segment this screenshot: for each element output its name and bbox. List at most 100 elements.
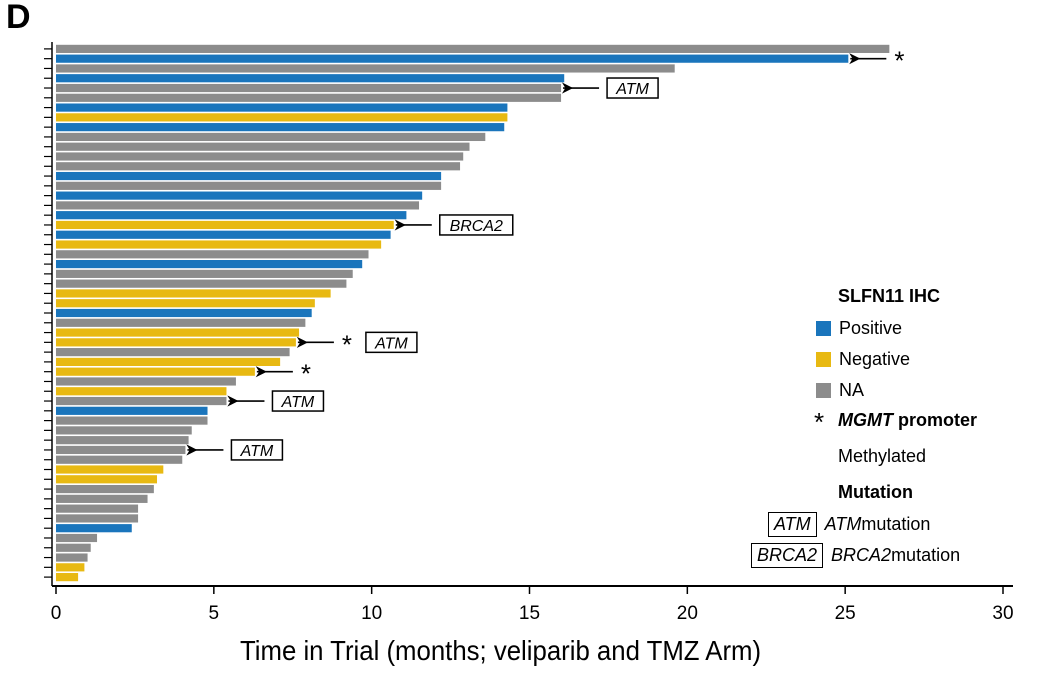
bar-21 — [56, 240, 382, 249]
legend-item-brca2: BRCA2 BRCA2 mutation — [751, 543, 960, 568]
x-tick-label: 0 — [51, 603, 62, 624]
legend-mgmt-rest: promoter — [892, 410, 977, 430]
bar-45 — [56, 475, 158, 484]
x-tick-label: 30 — [992, 603, 1013, 624]
legend-item-atm: ATM ATM mutation — [768, 512, 930, 537]
bar-4 — [56, 74, 565, 83]
legend-title: SLFN11 IHC — [838, 286, 941, 306]
bar-43 — [56, 455, 183, 464]
legend-brca2-italic: BRCA2 — [831, 545, 892, 565]
bar-29 — [56, 318, 306, 327]
bar-16 — [56, 191, 423, 200]
legend-brca2-rest: mutation — [891, 545, 961, 565]
mutation-label: ATM — [281, 394, 315, 411]
legend-label-positive: Positive — [839, 318, 903, 338]
bar-54 — [56, 563, 85, 572]
mutation-box — [271, 390, 325, 412]
mgmt-star-icon: * — [342, 329, 352, 359]
mutation-box — [439, 214, 514, 236]
bar-35 — [56, 377, 236, 386]
bar-2 — [56, 54, 849, 63]
legend-atm-box: ATM — [768, 512, 817, 537]
bar-31 — [56, 338, 296, 347]
bar-47 — [56, 494, 148, 503]
panel-label: D — [6, 0, 31, 36]
legend-swatch-negative — [816, 352, 831, 367]
bar-27 — [56, 299, 315, 308]
bar-17 — [56, 201, 420, 210]
bar-44 — [56, 465, 164, 474]
legend-item-negative: Negative — [816, 349, 910, 370]
x-tick-label: 5 — [209, 603, 220, 624]
bar-9 — [56, 123, 505, 132]
mutation-label: ATM — [615, 81, 649, 98]
legend-swatch-na — [816, 383, 831, 398]
mgmt-star-icon: * — [894, 46, 904, 76]
bar-8 — [56, 113, 508, 122]
legend-swatch-positive — [816, 321, 831, 336]
bar-34 — [56, 367, 255, 376]
bar-42 — [56, 445, 186, 455]
x-tick-label: 20 — [677, 603, 698, 624]
legend-item-na: NA — [816, 380, 864, 401]
bar-10 — [56, 132, 486, 142]
bar-39 — [56, 416, 208, 425]
bar-15 — [56, 181, 442, 190]
x-tick-label: 15 — [519, 603, 540, 624]
bar-52 — [56, 543, 91, 552]
mgmt-star-icon: * — [301, 359, 311, 389]
legend-label-na: NA — [839, 380, 865, 400]
bar-22 — [56, 250, 369, 259]
bar-11 — [56, 142, 470, 151]
bar-50 — [56, 524, 132, 533]
legend-mgmt-label: MGMT promoter — [838, 410, 977, 431]
bar-41 — [56, 436, 189, 445]
bar-18 — [56, 211, 407, 220]
bar-12 — [56, 152, 464, 161]
bar-33 — [56, 357, 281, 366]
bar-3 — [56, 64, 675, 73]
legend-atm-italic: ATM — [824, 514, 862, 534]
bar-38 — [56, 406, 208, 415]
mutation-label: BRCA2 — [450, 218, 503, 235]
bar-49 — [56, 514, 139, 523]
x-axis-label: Time in Trial (months; veliparib and TMZ… — [240, 635, 762, 666]
bar-48 — [56, 504, 139, 513]
bar-36 — [56, 387, 227, 396]
legend-atm-rest: mutation — [861, 514, 931, 534]
bar-28 — [56, 308, 312, 318]
mutation-box — [230, 439, 284, 461]
bar-20 — [56, 230, 391, 239]
bar-6 — [56, 93, 562, 102]
legend-mgmt-italic: MGMT — [838, 410, 893, 430]
bar-53 — [56, 553, 88, 562]
x-tick-label: 25 — [835, 603, 856, 624]
bar-51 — [56, 533, 98, 543]
mutation-box — [606, 77, 659, 99]
bar-30 — [56, 328, 300, 337]
legend-label-negative: Negative — [839, 349, 911, 369]
bar-13 — [56, 162, 461, 171]
bar-1 — [56, 44, 890, 53]
legend-star-icon: * — [814, 407, 825, 437]
mutation-label: ATM — [374, 335, 408, 352]
legend-item-positive: Positive — [816, 318, 902, 339]
bar-40 — [56, 426, 192, 435]
mutation-label: ATM — [240, 443, 274, 460]
bar-19 — [56, 220, 394, 230]
legend-mutation-title: Mutation — [838, 482, 913, 502]
bar-5 — [56, 83, 562, 93]
bar-14 — [56, 171, 442, 181]
bar-32 — [56, 348, 290, 357]
bar-24 — [56, 269, 353, 278]
bar-55 — [56, 573, 79, 582]
bar-46 — [56, 484, 154, 494]
bar-26 — [56, 289, 331, 298]
bar-25 — [56, 279, 347, 288]
legend-brca2-box: BRCA2 — [751, 543, 824, 568]
bar-37 — [56, 396, 227, 406]
bar-23 — [56, 260, 363, 269]
bar-7 — [56, 103, 508, 112]
x-tick-label: 10 — [361, 603, 382, 624]
